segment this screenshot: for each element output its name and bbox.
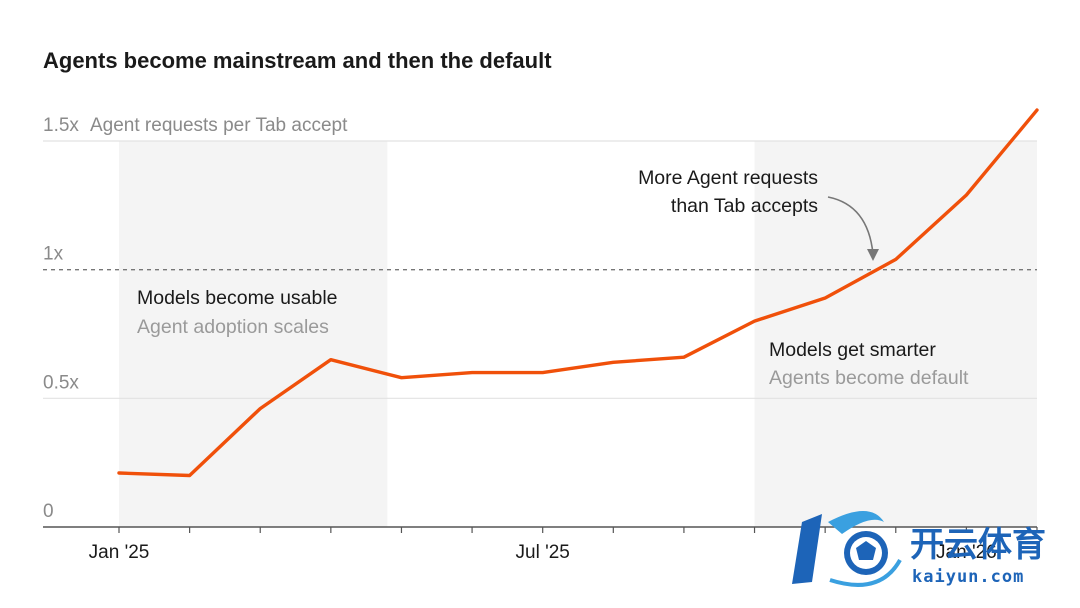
kaiyun-logo-icon — [792, 511, 902, 587]
x-tick-label: Jan '25 — [89, 542, 150, 563]
callout-arrow — [827, 196, 874, 255]
watermark-brand-cn: 开云体育 — [910, 525, 1046, 565]
region-1-heading: Models become usable — [137, 287, 338, 309]
callout-line-1: More Agent requests — [638, 167, 818, 189]
x-tick-label: Jan '26 — [936, 542, 997, 563]
y-tick-labels: 1.5x Agent requests per Tab accept 0 0.5x… — [43, 115, 348, 522]
y-tick-label-0-5: 0.5x — [43, 372, 79, 393]
region-2-subheading: Agents become default — [769, 367, 969, 389]
region-1-subheading: Agent adoption scales — [137, 316, 329, 338]
y-axis-label: Agent requests per Tab accept — [90, 115, 348, 136]
y-tick-label-0: 0 — [43, 501, 54, 522]
watermark-brand-en: kaiyun.com — [912, 567, 1024, 587]
shaded-region-2 — [754, 141, 1037, 527]
x-axis: Jan '25 Jul '25 Jan '26 — [43, 526, 1038, 563]
shaded-regions — [119, 141, 1037, 527]
callout-arrowhead — [867, 249, 879, 261]
series-line-1 — [117, 108, 1039, 478]
watermark: 开云体育 kaiyun.com — [792, 511, 1046, 587]
callout-line-2: than Tab accepts — [671, 195, 818, 217]
region-2-heading: Models get smarter — [769, 339, 936, 361]
shaded-region-1 — [119, 141, 388, 527]
y-tick-label-1: 1x — [43, 244, 64, 265]
chart-title: Agents become mainstream and then the de… — [43, 48, 552, 73]
gridlines — [43, 140, 1037, 399]
x-tick-label: Jul '25 — [516, 542, 570, 563]
y-tick-label-max: 1.5x — [43, 115, 79, 136]
series-group — [117, 108, 1039, 478]
